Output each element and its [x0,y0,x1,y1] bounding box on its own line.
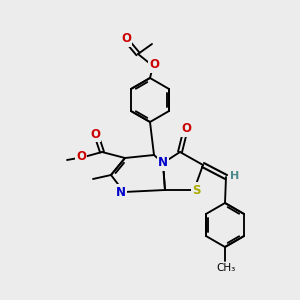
Text: O: O [181,122,191,136]
Text: N: N [116,185,126,199]
Text: O: O [90,128,100,140]
Text: N: N [158,157,168,169]
Text: S: S [192,184,200,196]
Text: O: O [149,58,159,71]
Text: O: O [76,151,86,164]
Text: H: H [230,171,240,181]
Text: CH₃: CH₃ [216,263,236,273]
Text: O: O [121,32,131,46]
